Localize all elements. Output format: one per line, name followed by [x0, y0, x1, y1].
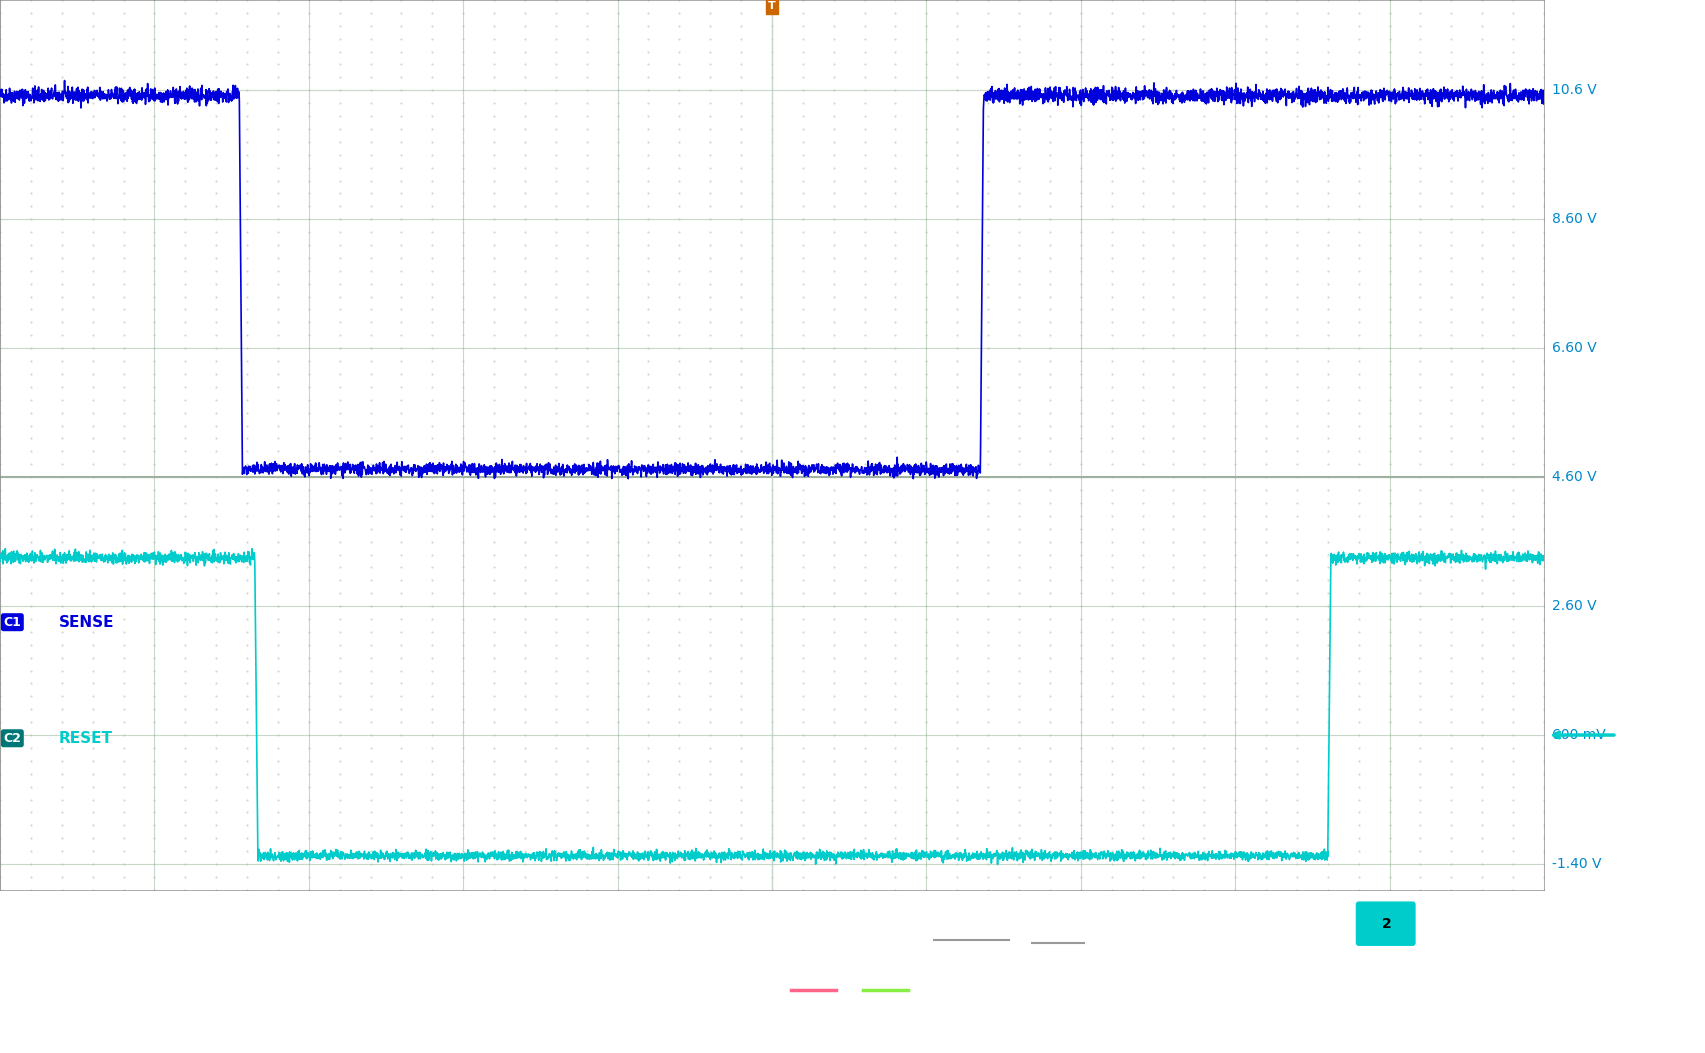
- Text: 100 ms/div: 100 ms/div: [1110, 948, 1171, 957]
- Text: 2: 2: [1381, 917, 1391, 931]
- Text: SENSE: SENSE: [58, 615, 114, 630]
- Text: 600 mV: 600 mV: [1552, 728, 1604, 742]
- Text: Single: 1/1: Single: 1/1: [1448, 994, 1506, 1004]
- Text: ↘: ↘: [1286, 955, 1299, 971]
- Text: 2.40 V: 2.40 V: [1328, 958, 1364, 969]
- Text: 2.00 V/div: 2.00 V/div: [19, 953, 82, 967]
- Text: 4.60 V: 4.60 V: [1552, 470, 1596, 484]
- Text: 8.60 V: 8.60 V: [1552, 213, 1596, 226]
- Text: ∿: ∿: [218, 996, 228, 1009]
- Text: Math: Math: [957, 905, 985, 915]
- Text: Ch 2: Ch 2: [218, 911, 254, 925]
- Text: 500 MHz: 500 MHz: [218, 1038, 273, 1051]
- Text: Ref: Ref: [962, 948, 980, 957]
- Text: 3: 3: [806, 936, 820, 955]
- Text: DVM: DVM: [1045, 967, 1069, 976]
- Text: 10.6 V: 10.6 V: [1552, 83, 1596, 97]
- Text: Sample: Sample: [1448, 958, 1488, 969]
- Text: 4: 4: [878, 936, 892, 955]
- Text: RL:1 kpts: RL:1 kpts: [1110, 1013, 1159, 1022]
- FancyBboxPatch shape: [1355, 901, 1415, 946]
- Text: SR:1.00 kS/s: SR:1.00 kS/s: [1110, 981, 1175, 991]
- Text: ∿: ∿: [19, 996, 29, 1009]
- Text: 6.60 V: 6.60 V: [1552, 341, 1596, 355]
- Text: RESET: RESET: [58, 731, 113, 746]
- Text: C2: C2: [3, 732, 20, 744]
- Text: Acquisition: Acquisition: [1448, 905, 1524, 917]
- Text: Trigger: Trigger: [1286, 905, 1335, 917]
- Text: 2.00 V/div: 2.00 V/div: [218, 953, 281, 967]
- Text: 2.60 V: 2.60 V: [1552, 599, 1596, 613]
- Text: C1: C1: [3, 616, 20, 629]
- Text: Ch 1: Ch 1: [19, 911, 55, 925]
- Text: 500 MHz: 500 MHz: [19, 1038, 73, 1051]
- Text: Horizontal: Horizontal: [1110, 905, 1182, 917]
- Text: -1.40 V: -1.40 V: [1552, 857, 1601, 871]
- Text: T: T: [767, 1, 776, 12]
- Text: Bus: Bus: [960, 988, 982, 997]
